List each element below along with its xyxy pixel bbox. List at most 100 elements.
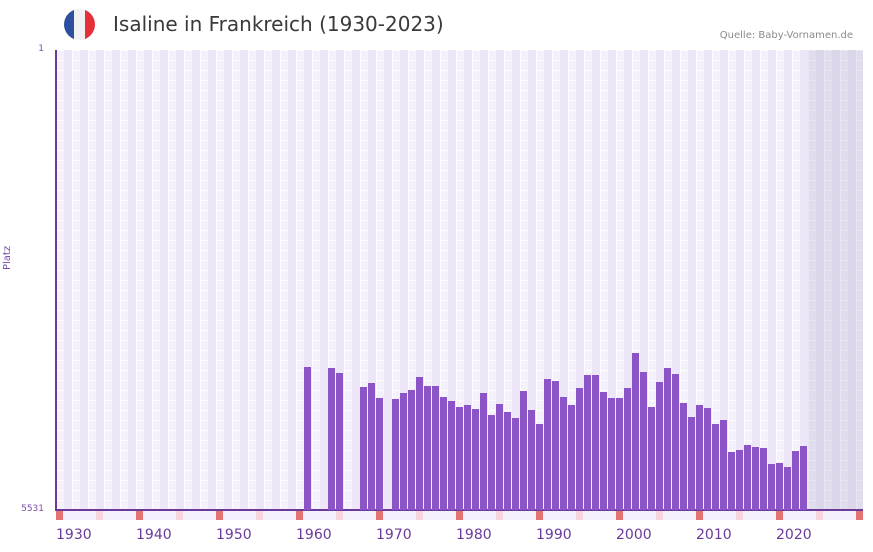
bar-1973[interactable]: [400, 392, 407, 510]
grid-column: [224, 50, 232, 510]
bar-1992[interactable]: [552, 380, 559, 510]
grid-column: [640, 50, 648, 510]
bar-2011[interactable]: [704, 407, 711, 510]
grid-column: [368, 50, 376, 510]
half-decade-marker: [336, 511, 343, 520]
bar-2007[interactable]: [672, 373, 679, 510]
grid-column: [208, 50, 216, 510]
bar-2017[interactable]: [752, 446, 759, 510]
decade-marker: [296, 511, 303, 520]
bar-1991[interactable]: [544, 378, 551, 510]
bar-2023[interactable]: [800, 445, 807, 510]
bar-1986[interactable]: [504, 411, 511, 510]
bar-1982[interactable]: [472, 408, 479, 510]
bar-2009[interactable]: [688, 416, 695, 510]
bar-1978[interactable]: [440, 396, 447, 510]
bar-1972[interactable]: [392, 398, 399, 510]
x-tick-1950: 1950: [216, 527, 252, 543]
bar-2019[interactable]: [768, 463, 775, 510]
france-flag-icon: [64, 9, 95, 40]
bar-2000[interactable]: [616, 397, 623, 510]
bar-2012[interactable]: [712, 423, 719, 510]
y-axis-line: [55, 50, 57, 511]
grid-column: [240, 50, 248, 510]
bar-2020[interactable]: [776, 462, 783, 510]
half-decade-marker: [816, 511, 823, 520]
bar-1983[interactable]: [480, 392, 487, 510]
bar-1964[interactable]: [328, 368, 335, 510]
grid-column: [800, 50, 808, 510]
bar-2001[interactable]: [624, 387, 631, 510]
bar-1997[interactable]: [592, 374, 599, 510]
grid-column: [656, 50, 664, 510]
bar-1994[interactable]: [568, 404, 575, 510]
decade-marker: [216, 511, 223, 520]
bar-1988[interactable]: [520, 390, 527, 510]
bar-1990[interactable]: [536, 423, 543, 510]
grid-column: [480, 50, 488, 510]
bar-1985[interactable]: [496, 403, 503, 510]
grid-column: [192, 50, 200, 510]
bar-1969[interactable]: [368, 382, 375, 510]
bar-1976[interactable]: [424, 385, 431, 510]
bar-1995[interactable]: [576, 387, 583, 510]
bar-1989[interactable]: [528, 409, 535, 510]
grid-column: [400, 50, 408, 510]
grid-column: [768, 50, 776, 510]
bar-2021[interactable]: [784, 466, 791, 510]
grid-column: [688, 50, 696, 510]
grid-column: [128, 50, 136, 510]
bar-2010[interactable]: [696, 404, 703, 510]
x-axis-line: [55, 509, 863, 511]
decade-marker: [536, 511, 543, 520]
half-decade-marker: [496, 511, 503, 520]
bar-1965[interactable]: [336, 372, 343, 510]
bar-1996[interactable]: [584, 374, 591, 510]
grid-column: [144, 50, 152, 510]
chart-title: Isaline in Frankreich (1930-2023): [113, 12, 444, 36]
y-tick-top: 1: [38, 44, 44, 54]
bar-2006[interactable]: [664, 368, 671, 510]
bar-2015[interactable]: [736, 449, 743, 510]
decade-marker: [776, 511, 783, 520]
bar-1993[interactable]: [560, 396, 567, 510]
bar-2004[interactable]: [648, 406, 655, 510]
grid-column: [336, 50, 344, 510]
decade-marker: [856, 511, 863, 520]
grid-column: [736, 50, 744, 510]
bar-2013[interactable]: [720, 419, 727, 510]
x-tick-1940: 1940: [136, 527, 172, 543]
bar-2014[interactable]: [728, 451, 735, 510]
bar-1998[interactable]: [600, 391, 607, 510]
y-tick-bottom: 5531: [21, 504, 44, 514]
bar-1987[interactable]: [512, 417, 519, 510]
bar-1981[interactable]: [464, 404, 471, 510]
bar-2018[interactable]: [760, 447, 767, 510]
grid-column: [672, 50, 680, 510]
y-axis-label: Platz: [2, 245, 13, 270]
bar-1984[interactable]: [488, 414, 495, 510]
bar-2016[interactable]: [744, 444, 751, 510]
bar-1961[interactable]: [304, 367, 311, 510]
bar-1980[interactable]: [456, 406, 463, 510]
x-tick-1960: 1960: [296, 527, 332, 543]
bar-1968[interactable]: [360, 386, 367, 510]
bar-1974[interactable]: [408, 389, 415, 510]
grid-column: [560, 50, 568, 510]
bar-2002[interactable]: [632, 353, 639, 510]
grid-column: [432, 50, 440, 510]
bar-2008[interactable]: [680, 402, 687, 510]
x-tick-2020: 2020: [776, 527, 812, 543]
half-decade-marker: [176, 511, 183, 520]
bar-1999[interactable]: [608, 397, 615, 510]
bar-1975[interactable]: [416, 376, 423, 510]
bar-2022[interactable]: [792, 450, 799, 510]
half-decade-marker: [736, 511, 743, 520]
bar-2003[interactable]: [640, 372, 647, 510]
grid-column: [160, 50, 168, 510]
grid-column: [96, 50, 104, 510]
bar-1970[interactable]: [376, 397, 383, 510]
bar-1979[interactable]: [448, 400, 455, 510]
bar-2005[interactable]: [656, 381, 663, 510]
bar-1977[interactable]: [432, 385, 439, 510]
